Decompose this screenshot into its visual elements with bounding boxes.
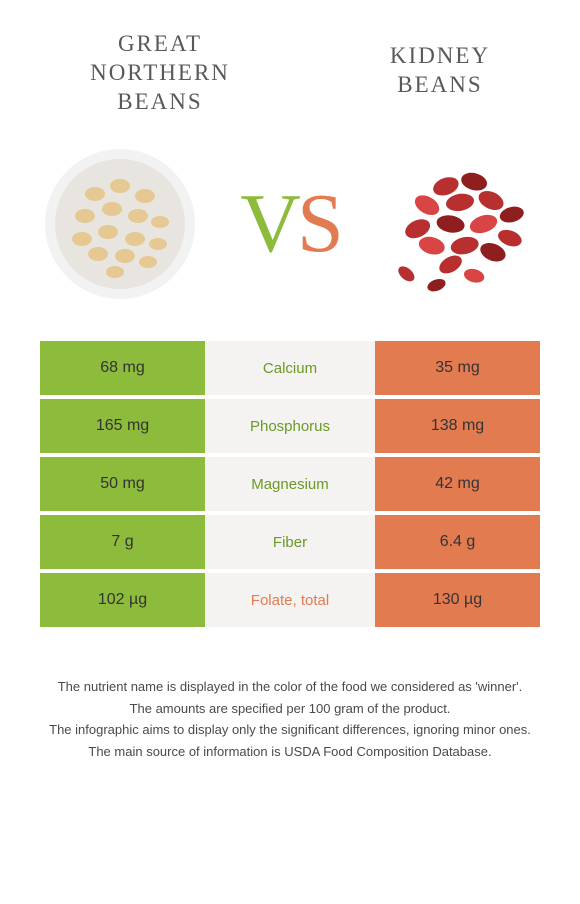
header: Great Northern beans Kidney beans: [0, 0, 580, 126]
left-value: 7 g: [40, 515, 205, 569]
right-value: 35 mg: [375, 341, 540, 395]
right-food-title: Kidney beans: [360, 30, 520, 116]
table-row: 50 mgMagnesium42 mg: [40, 457, 540, 511]
footnote-line: The infographic aims to display only the…: [30, 720, 550, 740]
table-row: 68 mgCalcium35 mg: [40, 341, 540, 395]
kidney-beans-icon: [395, 170, 525, 294]
nutrient-label: Calcium: [205, 341, 375, 395]
left-food-image: [40, 144, 200, 304]
nutrient-label: Magnesium: [205, 457, 375, 511]
table-row: 7 gFiber6.4 g: [40, 515, 540, 569]
right-value: 6.4 g: [375, 515, 540, 569]
right-value: 42 mg: [375, 457, 540, 511]
vs-label: VS: [240, 182, 339, 266]
vs-v: V: [240, 182, 297, 266]
footnote-line: The main source of information is USDA F…: [30, 742, 550, 762]
left-food-title: Great Northern beans: [60, 30, 260, 116]
left-value: 165 mg: [40, 399, 205, 453]
footnotes: The nutrient name is displayed in the co…: [30, 677, 550, 761]
nutrient-label: Folate, total: [205, 573, 375, 627]
comparison-table: 68 mgCalcium35 mg165 mgPhosphorus138 mg5…: [40, 341, 540, 627]
vs-s: S: [297, 182, 340, 266]
nutrient-label: Fiber: [205, 515, 375, 569]
footnote-line: The nutrient name is displayed in the co…: [30, 677, 550, 697]
left-value: 50 mg: [40, 457, 205, 511]
footnote-line: The amounts are specified per 100 gram o…: [30, 699, 550, 719]
right-value: 130 µg: [375, 573, 540, 627]
table-row: 102 µgFolate, total130 µg: [40, 573, 540, 627]
images-row: VS: [0, 126, 580, 341]
right-value: 138 mg: [375, 399, 540, 453]
right-food-image: [380, 144, 540, 304]
left-value: 68 mg: [40, 341, 205, 395]
left-value: 102 µg: [40, 573, 205, 627]
nutrient-label: Phosphorus: [205, 399, 375, 453]
table-row: 165 mgPhosphorus138 mg: [40, 399, 540, 453]
